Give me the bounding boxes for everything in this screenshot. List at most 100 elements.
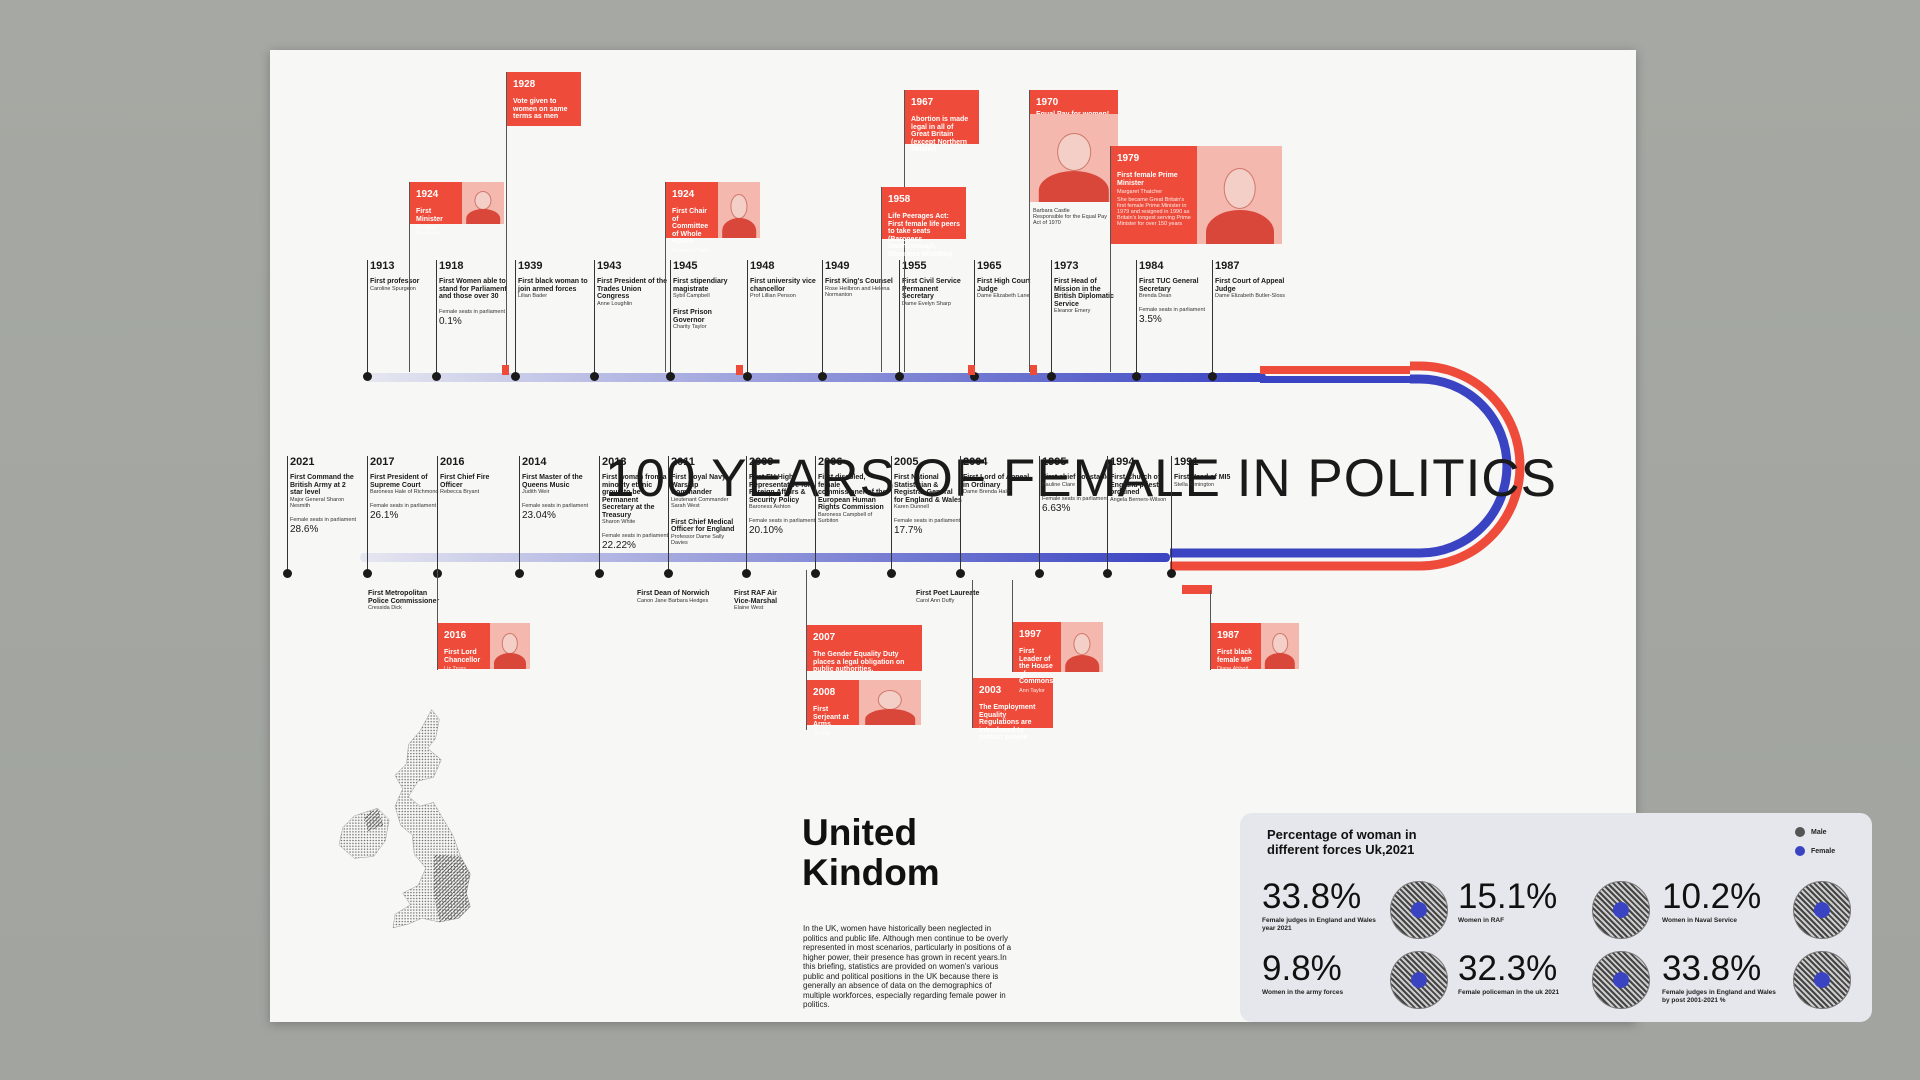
- timeline-connector: [899, 260, 900, 375]
- timeline-dot: [1035, 569, 1044, 578]
- event-below-0: First Metropolitan Police Commissioner C…: [368, 590, 440, 611]
- timeline-dot: [590, 372, 599, 381]
- timeline-connector: [1051, 260, 1052, 375]
- card-1997-leader: 1997 First Leader of the House of Commons…: [1013, 622, 1061, 694]
- timeline-dot: [664, 569, 673, 578]
- event-2009: 2009 First EU High Representative for For…: [749, 456, 816, 536]
- timeline-dot: [956, 569, 965, 578]
- stat-item: 32.3% Female policeman in the uk 2021: [1458, 949, 1560, 997]
- portrait-photo: [1061, 622, 1103, 672]
- timeline-connector: [287, 456, 288, 573]
- pattern-disc: [1793, 951, 1851, 1009]
- event-below-3: First Poet Laureate Carol Ann Duffy: [916, 590, 980, 604]
- event-1948: 1948 First university vice chancellor Prof…: [750, 260, 816, 299]
- timeline-dot: [743, 372, 752, 381]
- page-title: 100 YEARS OF FEMALE IN POLITICS: [605, 449, 1557, 508]
- card-1987-black-mp: 1987 First black female MP Diane Abbott: [1211, 623, 1261, 672]
- timeline-dot: [666, 372, 675, 381]
- timeline-dot: [363, 569, 372, 578]
- card-1967-abortion: 1967 Abortion is made legal in all of Gre…: [905, 90, 979, 153]
- timeline-dot: [432, 372, 441, 381]
- event-1939: 1939 First black woman to join armed forc…: [518, 260, 588, 299]
- timeline-connector: [1107, 456, 1108, 573]
- portrait-photo: [859, 680, 921, 725]
- portrait-photo: [1197, 146, 1282, 244]
- event-2005: 2005 First National Statistician & Regist…: [894, 456, 962, 536]
- timeline-dot: [1167, 569, 1176, 578]
- event-1984: 1984 First TUC General Secretary Brenda De…: [1139, 260, 1206, 325]
- timeline-connector: [519, 456, 520, 573]
- stat-item: 33.8% Female judges in England and Wales …: [1662, 949, 1776, 1004]
- card-1924-committee: 1924 First Chair of Committee of Whole Ho…: [666, 182, 718, 254]
- event-1991: 1991 First Head of MI5 Stella Rimington: [1174, 456, 1231, 488]
- portrait-photo: [1261, 623, 1299, 669]
- timeline-dot: [515, 569, 524, 578]
- timeline-dot: [595, 569, 604, 578]
- timeline-connector: [1171, 456, 1172, 573]
- pattern-disc: [1390, 951, 1448, 1009]
- stat-item: 15.1% Women in RAF: [1458, 877, 1558, 925]
- timeline-dot: [1103, 569, 1112, 578]
- timeline-connector: [1039, 456, 1040, 573]
- timeline-connector: [822, 260, 823, 375]
- uk-description: In the UK, women have historically been …: [803, 924, 1012, 1009]
- timeline-dot: [1132, 372, 1141, 381]
- uk-title: United Kindom: [802, 812, 940, 893]
- timeline-connector: [974, 260, 975, 375]
- timeline-connector: [746, 456, 747, 573]
- event-2011: 2011 First Royal Navy Warship Commander Li…: [671, 456, 735, 546]
- stats-panel: Percentage of woman in different forces …: [1240, 813, 1872, 1022]
- event-2016: 2016 First Chief Fire Officer Rebecca Brya…: [440, 456, 490, 495]
- portrait-photo: [490, 623, 530, 669]
- event-1994: 1994 First Church of England priest ordai…: [1110, 456, 1167, 503]
- timeline-connector: [747, 260, 748, 375]
- card-1970-note: Barbara Castle Responsible for the Equal …: [1033, 208, 1107, 226]
- event-2013: 2013 First woman from a minority ethnic g…: [602, 456, 669, 551]
- timeline-connector: [668, 456, 669, 573]
- timeline-connector: [437, 456, 438, 573]
- stat-item: 33.8% Female judges in England and Wales …: [1262, 877, 1376, 932]
- event-1995: 1995 First chief constable Pauline Clare Fe…: [1042, 456, 1111, 514]
- poster: 100 YEARS OF FEMALE IN POLITICS 1913 Firs…: [270, 50, 1872, 1022]
- timeline-dot: [1047, 372, 1056, 381]
- card-1924-minister: 1924 First Minister Margaret Bondfield: [410, 182, 462, 237]
- timeline-connector: [367, 260, 368, 375]
- timeline-dot: [970, 372, 979, 381]
- timeline-connector: [670, 260, 671, 375]
- timeline-connector: [960, 456, 961, 573]
- stat-item: 9.8% Women in the army forces: [1262, 949, 1344, 997]
- card-2008-serjeant: 2008 First Serjeant at Arms Jill Pay: [807, 680, 859, 737]
- timeline-dot: [895, 372, 904, 381]
- pattern-disc: [1592, 881, 1650, 939]
- card-2007-gender-duty: 2007 The Gender Equality Duty places a le…: [807, 625, 922, 673]
- stat-item: 10.2% Women in Naval Service: [1662, 877, 1762, 925]
- pattern-disc: [1793, 881, 1851, 939]
- timeline-connector: [891, 456, 892, 573]
- timeline-dot: [887, 569, 896, 578]
- timeline-connector: [1212, 260, 1213, 375]
- event-1949: 1949 First King's Counsel Rose Heilbron an…: [825, 260, 893, 298]
- card-2003-employment: 2003 The Employment Equality Regulations …: [973, 678, 1053, 741]
- event-1955: 1955 First Civil Service Permanent Secret…: [902, 260, 961, 307]
- timeline-connector: [1136, 260, 1137, 375]
- uk-map: [338, 709, 471, 929]
- event-2021: 2021 First Command the British Army at 2 …: [290, 456, 357, 535]
- timeline-connector: [436, 260, 437, 375]
- event-1945: 1945 First stipendiary magistrate Sybil Ca…: [673, 260, 728, 330]
- timeline-connector: [515, 260, 516, 375]
- event-2004: 2004 First Lord of Appeal in Ordinary Dame…: [963, 456, 1030, 495]
- event-1913: 1913 First professor Caroline Spurgeon: [370, 260, 420, 292]
- event-2006: 2006 First disabled, female commissioner …: [818, 456, 887, 524]
- timeline-dot: [283, 569, 292, 578]
- portrait-photo: [1030, 114, 1118, 202]
- card-2016-lord-chancellor: 2016 First Lord Chancellor Liz Truss: [438, 623, 490, 672]
- timeline-connector: [594, 260, 595, 375]
- event-1943: 1943 First President of the Trades Union …: [597, 260, 668, 307]
- pattern-disc: [1390, 881, 1448, 939]
- timeline-dot: [1208, 372, 1217, 381]
- pattern-disc: [1592, 951, 1650, 1009]
- portrait-photo: [462, 182, 504, 224]
- legend-male: Male: [1795, 827, 1827, 837]
- timeline-dot: [363, 372, 372, 381]
- event-below-2: First RAF Air Vice-Marshal Elaine West: [734, 590, 778, 611]
